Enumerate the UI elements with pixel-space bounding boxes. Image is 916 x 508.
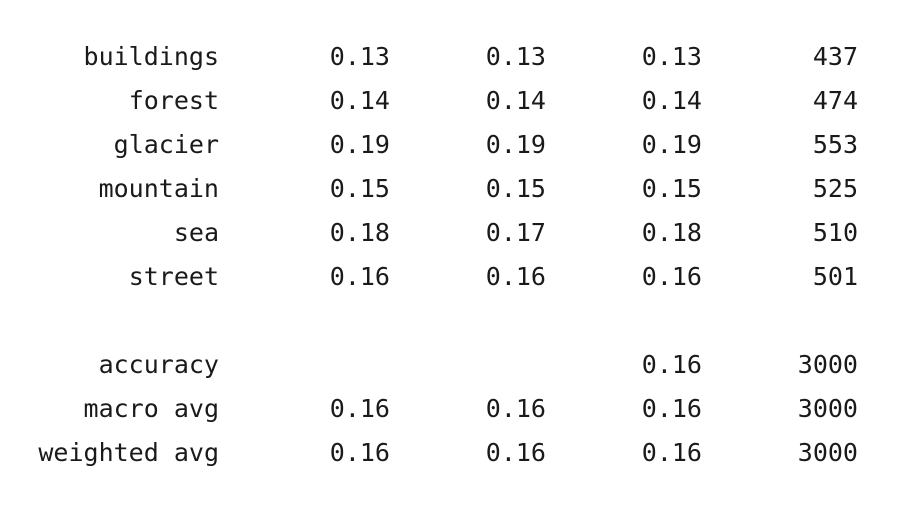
summary-label: accuracy [98,350,219,379]
class-label: glacier [113,130,219,159]
summary-row-macro-avg: macro avg 0.16 0.16 0.16 3000 [0,387,916,431]
table-row: street 0.16 0.16 0.16 501 [0,255,916,299]
precision-value: 0.18 [329,218,390,247]
support-value: 510 [812,218,858,247]
recall-value: 0.17 [485,218,546,247]
support-value: 474 [812,86,858,115]
f1-score-value: 0.19 [641,130,702,159]
recall-value: 0.14 [485,86,546,115]
class-label: mountain [98,174,219,203]
f1-score-value: 0.16 [641,394,702,423]
recall-value: 0.19 [485,130,546,159]
precision-value: 0.13 [329,42,390,71]
summary-row-weighted-avg: weighted avg 0.16 0.16 0.16 3000 [0,431,916,475]
class-label: forest [128,86,219,115]
summary-label: weighted avg [38,438,219,467]
recall-value: 0.15 [485,174,546,203]
precision-value: 0.16 [329,394,390,423]
f1-score-value: 0.18 [641,218,702,247]
summary-row-accuracy: accuracy 0.16 3000 [0,343,916,387]
support-value: 3000 [797,350,858,379]
recall-value: 0.13 [485,42,546,71]
recall-value: 0.16 [485,438,546,467]
class-label: buildings [83,42,219,71]
support-value: 3000 [797,438,858,467]
f1-score-value: 0.16 [641,350,702,379]
f1-score-value: 0.15 [641,174,702,203]
class-label: street [128,262,219,291]
precision-value: 0.16 [329,262,390,291]
precision-value: 0.19 [329,130,390,159]
table-row: forest 0.14 0.14 0.14 474 [0,79,916,123]
f1-score-value: 0.14 [641,86,702,115]
precision-value: 0.14 [329,86,390,115]
class-label: sea [173,218,219,247]
support-value: 3000 [797,394,858,423]
table-row: glacier 0.19 0.19 0.19 553 [0,123,916,167]
support-value: 437 [812,42,858,71]
table-row: buildings 0.13 0.13 0.13 437 [0,35,916,79]
f1-score-value: 0.16 [641,438,702,467]
f1-score-value: 0.13 [641,42,702,71]
support-value: 501 [812,262,858,291]
recall-value: 0.16 [485,394,546,423]
summary-label: macro avg [83,394,219,423]
table-row: sea 0.18 0.17 0.18 510 [0,211,916,255]
support-value: 525 [812,174,858,203]
recall-value: 0.16 [485,262,546,291]
precision-value: 0.16 [329,438,390,467]
table-row: mountain 0.15 0.15 0.15 525 [0,167,916,211]
precision-value: 0.15 [329,174,390,203]
f1-score-value: 0.16 [641,262,702,291]
support-value: 553 [812,130,858,159]
